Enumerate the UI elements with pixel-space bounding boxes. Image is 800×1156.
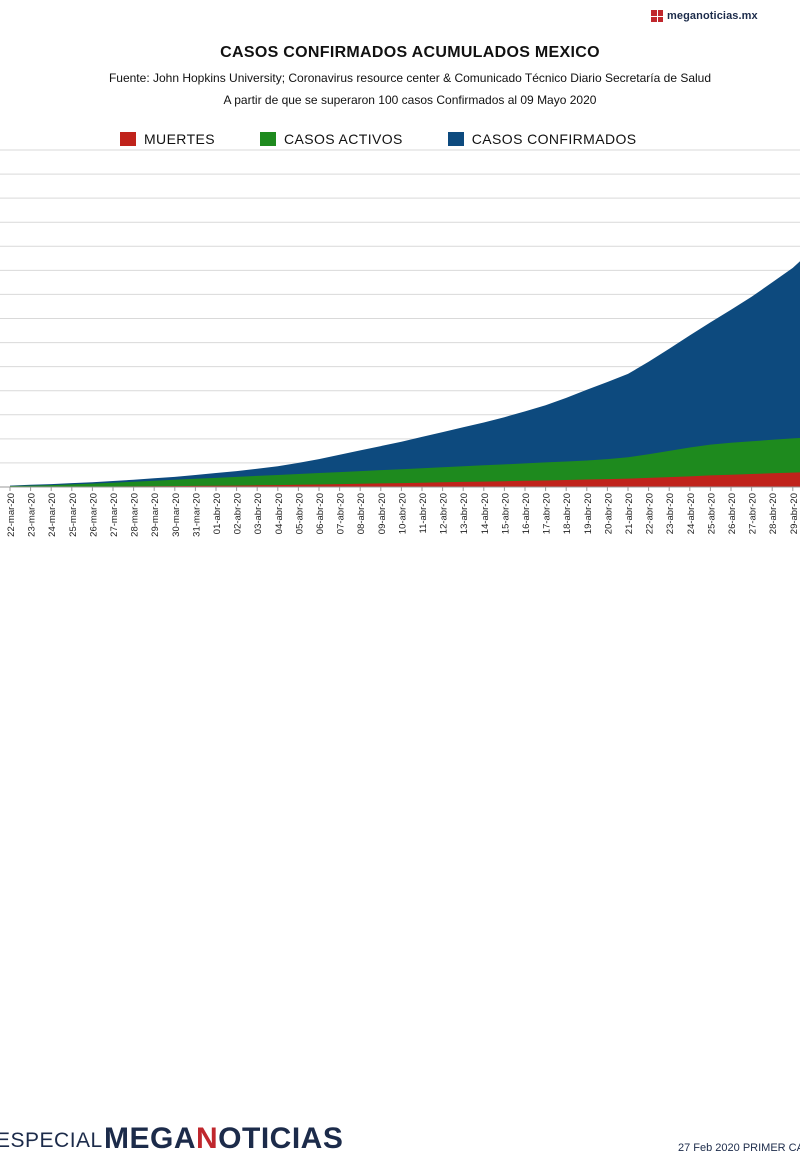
brand-part-2: N <box>196 1122 219 1155</box>
x-tick-label: 22-abr-20 <box>645 493 656 534</box>
chart-title: CASOS CONFIRMADOS ACUMULADOS MEXICO <box>220 44 600 61</box>
especial-label: ESPECIAL <box>0 1129 103 1152</box>
x-tick-label: 25-abr-20 <box>706 493 717 534</box>
chart-subtitle: A partir de que se superaron 100 casos C… <box>223 93 597 107</box>
brand-wordmark: MEGANOTICIAS <box>104 1122 343 1156</box>
legend-swatch-activos <box>260 132 276 146</box>
legend-label-activos: CASOS ACTIVOS <box>284 131 403 147</box>
x-tick-label: 18-abr-20 <box>562 493 573 534</box>
legend-item-muertes: MUERTES <box>120 131 215 147</box>
x-tick-label: 11-abr-20 <box>418 493 429 534</box>
legend-swatch-confirmados <box>447 132 464 146</box>
x-tick-label: 08-abr-20 <box>356 493 367 534</box>
x-tick-label: 17-abr-20 <box>542 493 553 534</box>
brand-part-3: OTICIAS <box>218 1122 344 1155</box>
logo-text: meganoticias.mx <box>667 10 758 22</box>
first-case-date: 27 Feb 2020 PRIMER CASO <box>678 1142 800 1154</box>
brand-part-1: MEGA <box>104 1122 196 1155</box>
x-tick-label: 06-abr-20 <box>315 493 326 534</box>
x-tick-label: 23-abr-20 <box>665 493 676 534</box>
x-tick-label: 28-abr-20 <box>768 493 779 534</box>
x-tick-label: 12-abr-20 <box>439 493 450 534</box>
legend-label-muertes: MUERTES <box>144 131 215 147</box>
x-tick-label: 09-abr-20 <box>377 493 388 534</box>
footer-banner: ESPECIAL MEGANOTICIAS 27 Feb 2020 PRIMER… <box>0 560 800 1155</box>
x-tick-label: 02-abr-20 <box>233 493 244 534</box>
x-tick-label: 13-abr-20 <box>459 493 470 534</box>
x-tick-label: 23-mar-20 <box>27 493 38 537</box>
x-tick-label: 14-abr-20 <box>480 493 491 534</box>
area-series-0 <box>10 472 800 487</box>
x-tick-label: 27-abr-20 <box>748 493 759 534</box>
legend-swatch-muertes <box>120 132 136 146</box>
x-tick-label: 07-abr-20 <box>336 493 347 534</box>
x-tick-label: 19-abr-20 <box>583 493 594 534</box>
x-tick-label: 03-abr-20 <box>253 493 264 534</box>
x-tick-label: 01-abr-20 <box>212 493 223 534</box>
x-tick-label: 16-abr-20 <box>521 493 532 534</box>
x-tick-label: 10-abr-20 <box>397 493 408 534</box>
x-tick-label: 29-mar-20 <box>150 493 161 537</box>
area-chart: 22-mar-20 23-mar-20 24-mar-20 25-mar-20 26-m… <box>0 149 800 537</box>
area-series-2 <box>10 261 800 487</box>
x-tick-label: 25-mar-20 <box>68 493 79 537</box>
x-tick-label: 29-abr-20 <box>789 493 800 534</box>
x-tick-label: 21-abr-20 <box>624 493 635 534</box>
x-tick-label: 05-abr-20 <box>294 493 305 534</box>
legend-item-confirmados: CASOS CONFIRMADOS <box>447 131 637 147</box>
x-tick-label: 31-mar-20 <box>191 493 202 537</box>
x-tick-label: 24-abr-20 <box>686 493 697 534</box>
x-tick-label: 26-abr-20 <box>727 493 738 534</box>
chart-legend: MUERTES CASOS ACTIVOS CASOS CONFIRMADOS <box>120 131 682 147</box>
meganoticias-logo: meganoticias.mx <box>651 10 758 22</box>
x-tick-label: 22-mar-20 <box>6 493 17 537</box>
x-tick-label: 24-mar-20 <box>47 493 58 537</box>
x-tick-label: 27-mar-20 <box>109 493 120 537</box>
area-series-1 <box>10 438 800 487</box>
x-tick-label: 28-mar-20 <box>130 493 141 537</box>
chart-source: Fuente: John Hopkins University; Coronav… <box>108 71 712 85</box>
x-tick-label: 26-mar-20 <box>88 493 99 537</box>
x-tick-label: 20-abr-20 <box>603 493 614 534</box>
legend-label-confirmados: CASOS CONFIRMADOS <box>471 131 637 147</box>
logo-mark-icon <box>651 10 663 22</box>
x-tick-label: 04-abr-20 <box>274 493 285 534</box>
x-tick-label: 15-abr-20 <box>500 493 511 534</box>
x-tick-label: 30-mar-20 <box>171 493 182 537</box>
legend-item-activos: CASOS ACTIVOS <box>260 131 403 147</box>
